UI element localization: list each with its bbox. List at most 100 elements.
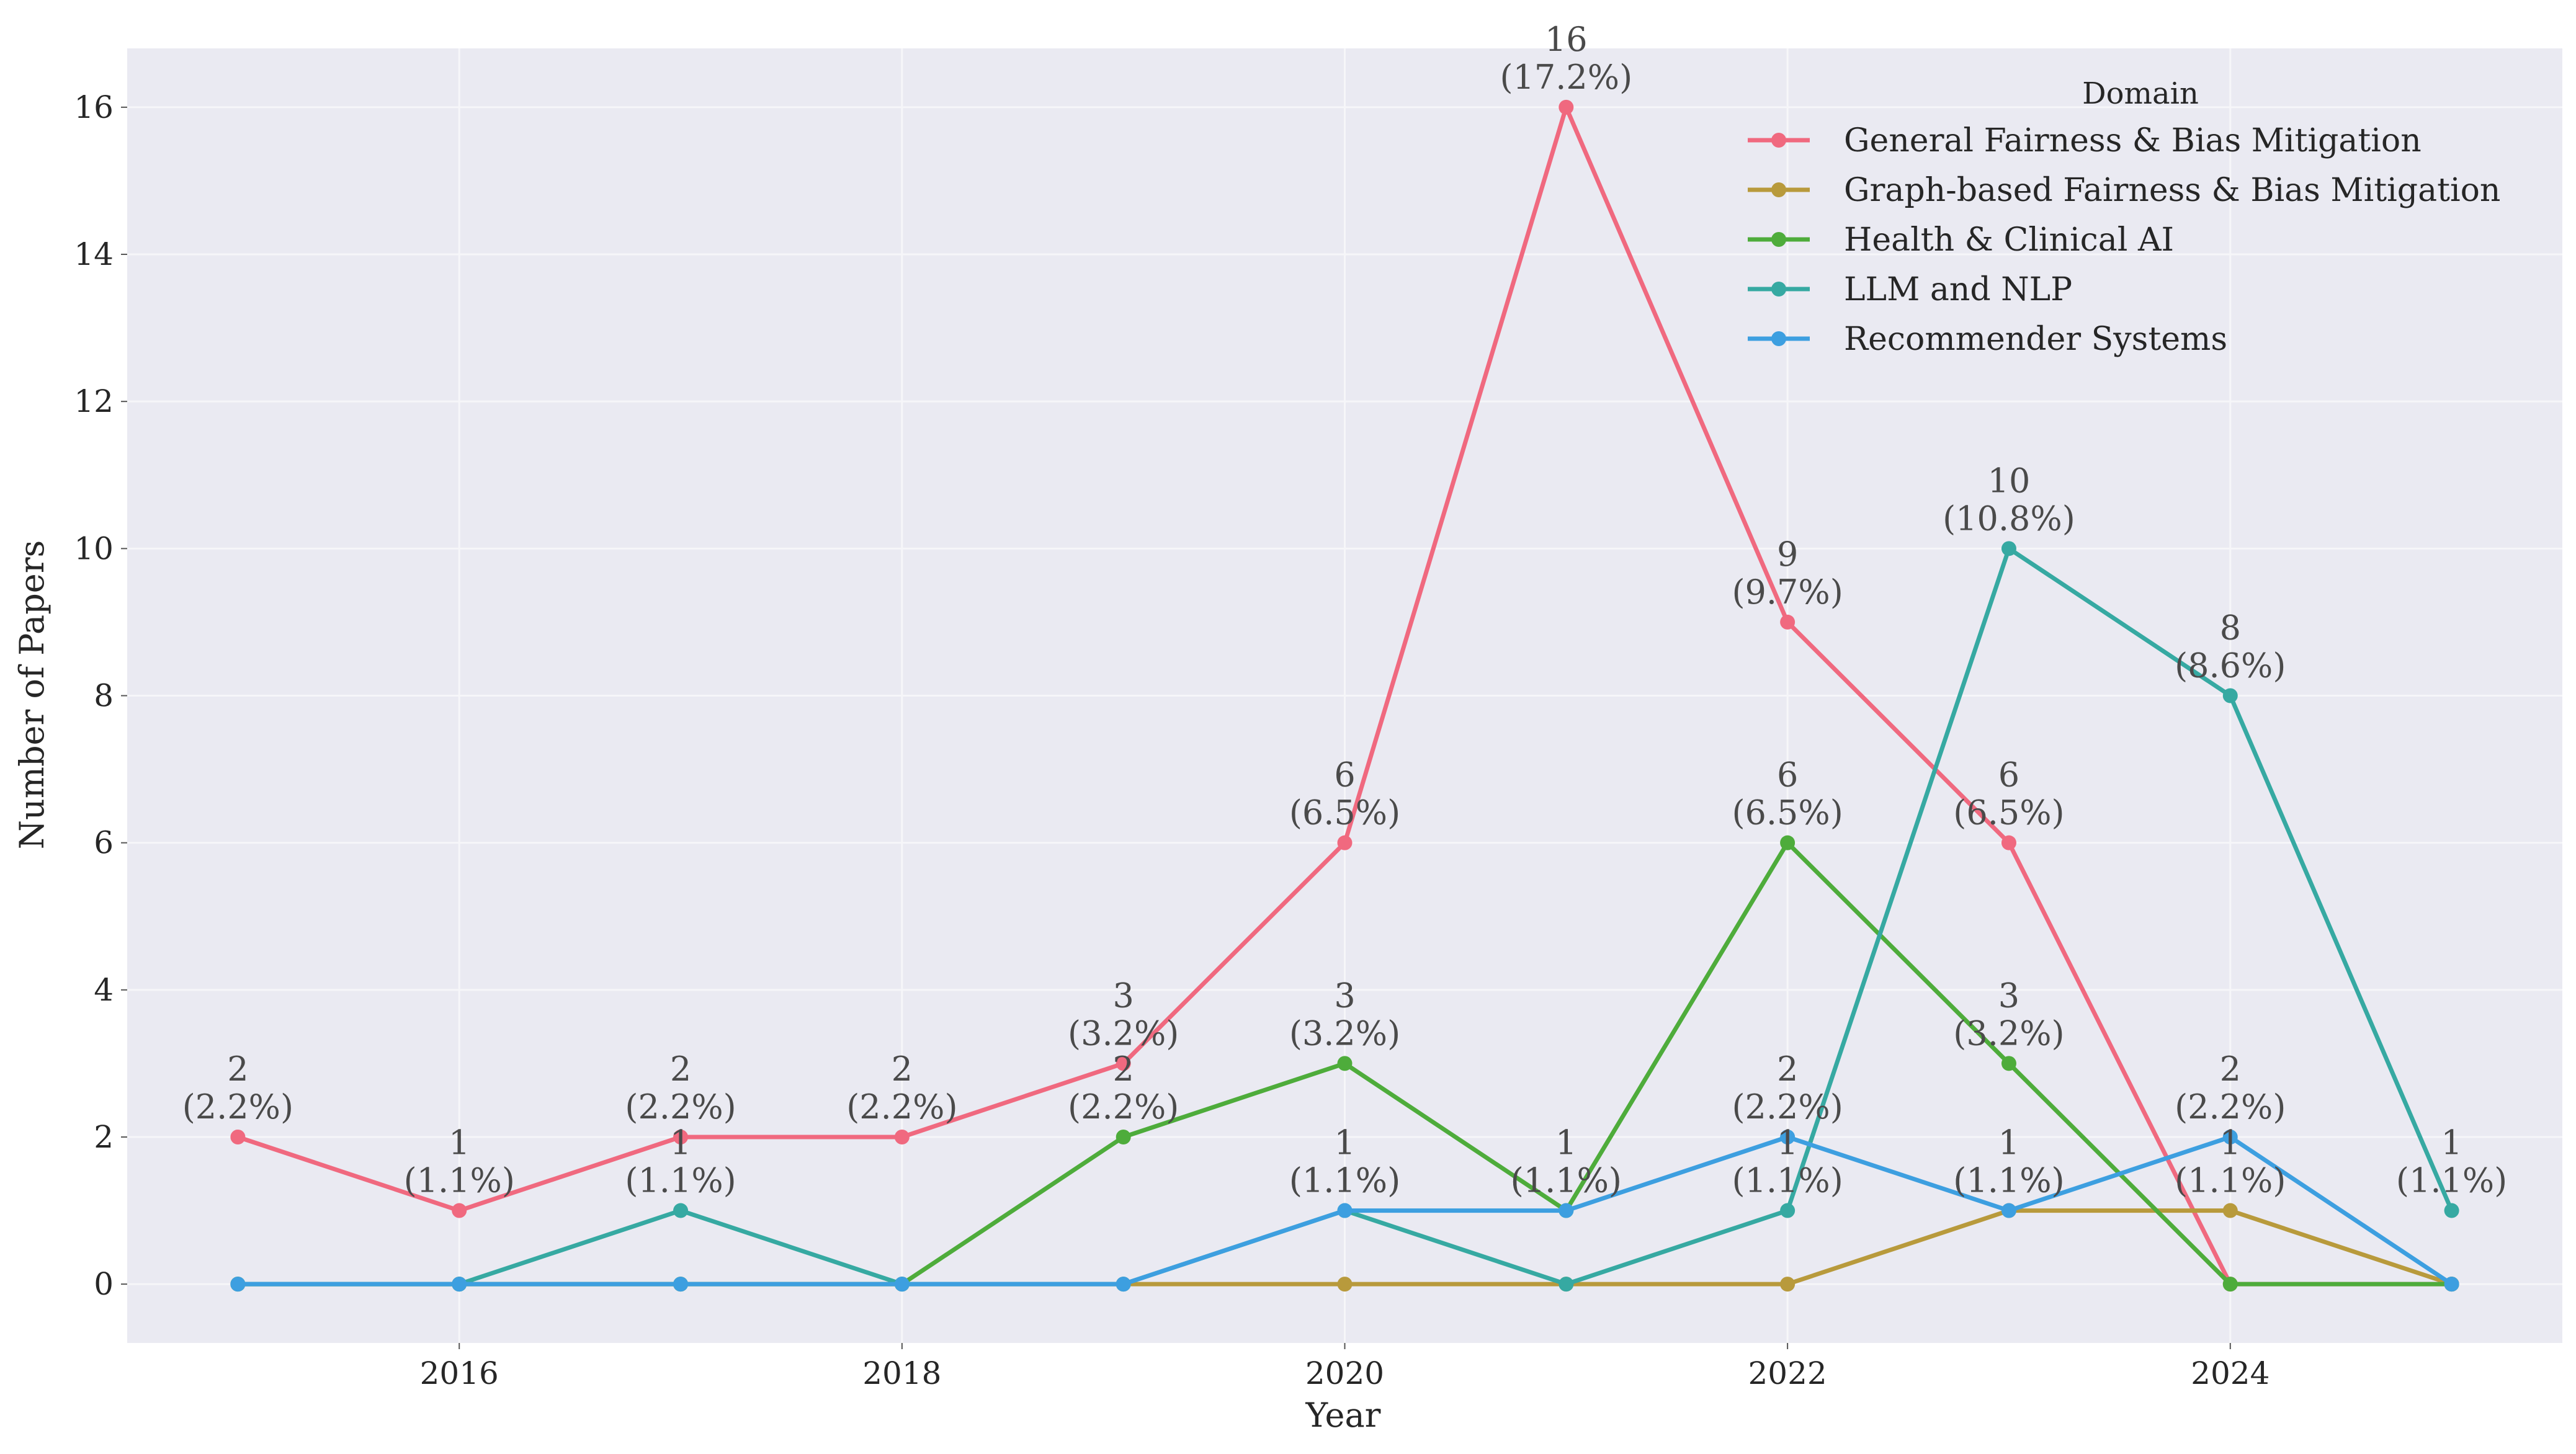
y-tick-label: 4 xyxy=(94,972,114,1008)
y-tick-label: 10 xyxy=(74,530,114,566)
legend-marker xyxy=(1771,282,1786,297)
data-label-percent: (6.5%) xyxy=(1953,793,2064,832)
data-label-count: 6 xyxy=(1777,756,1798,795)
data-point xyxy=(1337,1056,1353,1071)
data-point xyxy=(2001,1056,2016,1071)
legend-marker xyxy=(1771,182,1786,197)
data-label-percent: (2.2%) xyxy=(846,1087,957,1126)
data-point xyxy=(2222,1277,2238,1292)
data-point xyxy=(894,1277,910,1292)
data-label-percent: (2.2%) xyxy=(2175,1087,2286,1126)
data-point xyxy=(452,1203,467,1218)
y-tick-label: 6 xyxy=(94,825,114,861)
x-tick-label: 2024 xyxy=(2191,1355,2270,1391)
data-label-percent: (6.5%) xyxy=(1732,793,1843,832)
y-axis-label: Number of Papers xyxy=(12,540,51,850)
data-label-count: 1 xyxy=(449,1123,470,1162)
y-tick-label: 12 xyxy=(74,383,114,419)
data-label-percent: (1.1%) xyxy=(404,1161,515,1200)
data-label-count: 1 xyxy=(670,1123,691,1162)
data-point xyxy=(1337,1277,1353,1292)
x-tick-label: 2018 xyxy=(862,1355,941,1391)
legend-marker xyxy=(1771,133,1786,148)
legend-title: Domain xyxy=(2082,76,2199,111)
data-point xyxy=(1559,1203,1574,1218)
data-point xyxy=(230,1277,246,1292)
data-label-percent: (9.7%) xyxy=(1732,573,1843,612)
data-point xyxy=(1116,1129,1131,1144)
data-label-count: 2 xyxy=(2220,1050,2241,1089)
y-tick-label: 14 xyxy=(74,236,114,272)
data-label-count: 10 xyxy=(1988,461,2031,500)
data-point xyxy=(2444,1203,2459,1218)
series-lines xyxy=(230,99,2459,1292)
data-label-count: 3 xyxy=(1334,976,1355,1015)
data-label-percent: (1.1%) xyxy=(1511,1161,1622,1200)
data-label-percent: (6.5%) xyxy=(1289,793,1400,832)
data-label-percent: (3.2%) xyxy=(1953,1014,2064,1053)
x-tick-label: 2020 xyxy=(1305,1355,1384,1391)
data-label-count: 8 xyxy=(2220,609,2241,648)
data-label-count: 6 xyxy=(1334,756,1355,795)
data-point xyxy=(1559,1277,1574,1292)
data-point xyxy=(673,1277,689,1292)
data-point xyxy=(1116,1056,1131,1071)
legend-marker xyxy=(1771,331,1786,346)
data-point xyxy=(894,1129,910,1144)
y-tick-label: 16 xyxy=(74,89,114,125)
data-label-count: 2 xyxy=(892,1050,913,1089)
data-point xyxy=(2001,835,2016,850)
data-label-percent: (1.1%) xyxy=(625,1161,736,1200)
data-point xyxy=(1116,1277,1131,1292)
data-label-percent: (3.2%) xyxy=(1289,1014,1400,1053)
data-point xyxy=(1337,1203,1353,1218)
legend: Domain General Fairness & Bias Mitigatio… xyxy=(1748,76,2500,358)
data-label-count: 2 xyxy=(1777,1050,1798,1089)
data-point xyxy=(2001,1203,2016,1218)
data-label-percent: (1.1%) xyxy=(2396,1161,2507,1200)
data-point xyxy=(2222,1203,2238,1218)
data-label-percent: (1.1%) xyxy=(1511,1161,1622,1200)
x-tick-label: 2022 xyxy=(1748,1355,1827,1391)
data-point xyxy=(1780,1203,1796,1218)
data-label-count: 1 xyxy=(1998,1123,2019,1162)
data-label-percent: (1.1%) xyxy=(1953,1161,2064,1200)
y-tick-label: 2 xyxy=(94,1119,114,1155)
legend-label: Graph-based Fairness & Bias Mitigation xyxy=(1844,172,2500,209)
data-point xyxy=(1780,1277,1796,1292)
data-point xyxy=(1780,835,1796,850)
data-label-count: 2 xyxy=(670,1050,691,1089)
data-label-percent: (1.1%) xyxy=(1289,1161,1400,1200)
data-label-percent: (3.2%) xyxy=(1068,1014,1179,1053)
data-label-percent: (2.2%) xyxy=(182,1087,293,1126)
data-label-percent: (17.2%) xyxy=(1500,58,1632,97)
data-label-count: 1 xyxy=(1777,1123,1798,1162)
data-point xyxy=(452,1277,467,1292)
y-tick-label: 0 xyxy=(94,1266,114,1302)
data-point xyxy=(1780,1129,1796,1144)
data-label-count: 1 xyxy=(1998,1123,2019,1162)
data-label-percent: (1.1%) xyxy=(1953,1161,2064,1200)
data-point xyxy=(2222,688,2238,703)
data-label-count: 9 xyxy=(1777,535,1798,574)
data-point xyxy=(230,1129,246,1144)
data-label-count: 3 xyxy=(1998,976,2019,1015)
legend-marker xyxy=(1771,232,1786,247)
data-label-percent: (2.2%) xyxy=(1732,1087,1843,1126)
data-point xyxy=(2222,1129,2238,1144)
data-point xyxy=(1559,99,1574,115)
data-label-percent: (1.1%) xyxy=(1289,1161,1400,1200)
data-point xyxy=(1337,835,1353,850)
data-label-percent: (2.2%) xyxy=(1068,1087,1179,1126)
data-point xyxy=(1780,614,1796,630)
legend-label: Health & Clinical AI xyxy=(1844,221,2174,259)
data-labels: 2(2.2%)1(1.1%)2(2.2%)1(1.1%)2(2.2%)3(3.2… xyxy=(182,20,2508,1200)
grid xyxy=(127,48,2562,1343)
data-label-count: 2 xyxy=(227,1050,248,1089)
data-label-count: 6 xyxy=(1998,756,2019,795)
x-axis-label: Year xyxy=(1305,1396,1381,1435)
data-label-count: 1 xyxy=(2220,1123,2241,1162)
data-label-count: 1 xyxy=(1334,1123,1355,1162)
